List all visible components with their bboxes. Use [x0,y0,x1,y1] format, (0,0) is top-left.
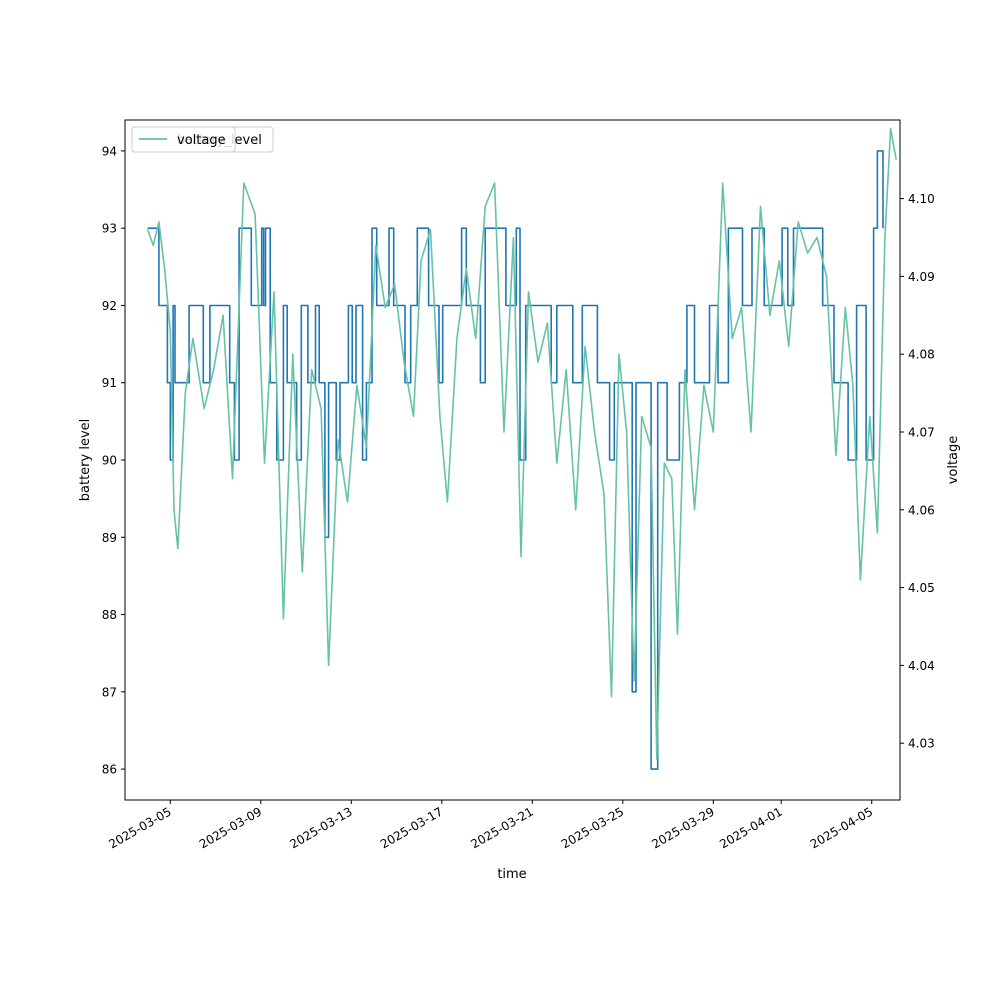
x-tick-label: 2025-03-29 [649,804,716,851]
y-tick-label: 89 [102,531,117,545]
y2-tick-label: 4.04 [908,659,935,673]
y-tick-label: 93 [102,222,117,236]
series-line-voltage [146,127,897,760]
y2-tick-label: 4.07 [908,425,935,439]
y2-tick-label: 4.05 [908,581,935,595]
y2-axis-ticks: 4.03 4.04 4.05 4.06 4.07 4.08 4.09 4.10 [900,192,935,751]
x-tick-label: 2025-03-21 [468,804,535,851]
x-tick-label: 2025-03-17 [378,804,445,851]
y-tick-label: 94 [102,144,117,158]
series-line-battery-level [147,150,884,770]
legend-entry-voltage: voltage [131,126,236,153]
axes-frame [124,119,901,801]
y2-tick-label: 4.03 [908,737,935,751]
x-tick-label: 2025-04-01 [717,804,784,851]
x-tick-label: 2025-03-09 [197,804,264,851]
y-tick-label: 92 [102,299,117,313]
y2-axis-label: voltage [946,436,961,485]
y-axis-label: battery level [78,419,93,502]
x-axis-ticks: 2025-03-05 2025-03-09 2025-03-13 2025-03-17… [106,800,875,851]
y2-tick-label: 4.10 [908,192,935,206]
y-tick-label: 86 [102,763,117,777]
y-axis-ticks: 86 87 88 89 90 91 92 93 94 [102,144,125,777]
legend-box [131,126,236,153]
y-tick-label: 88 [102,608,117,622]
x-tick-label: 2025-03-05 [106,804,173,851]
y-tick-label: 87 [102,685,117,699]
y2-tick-label: 4.09 [908,270,935,284]
x-axis-label: time [497,867,526,882]
y-tick-label: 91 [102,376,117,390]
x-tick-label: 2025-03-13 [287,804,354,851]
legend-label: voltage [177,133,226,148]
x-tick-label: 2025-04-05 [808,804,875,851]
x-tick-label: 2025-03-25 [559,804,626,851]
y-tick-label: 90 [102,454,117,468]
y2-tick-label: 4.06 [908,503,935,517]
y2-tick-label: 4.08 [908,348,935,362]
series-layer [146,127,897,770]
